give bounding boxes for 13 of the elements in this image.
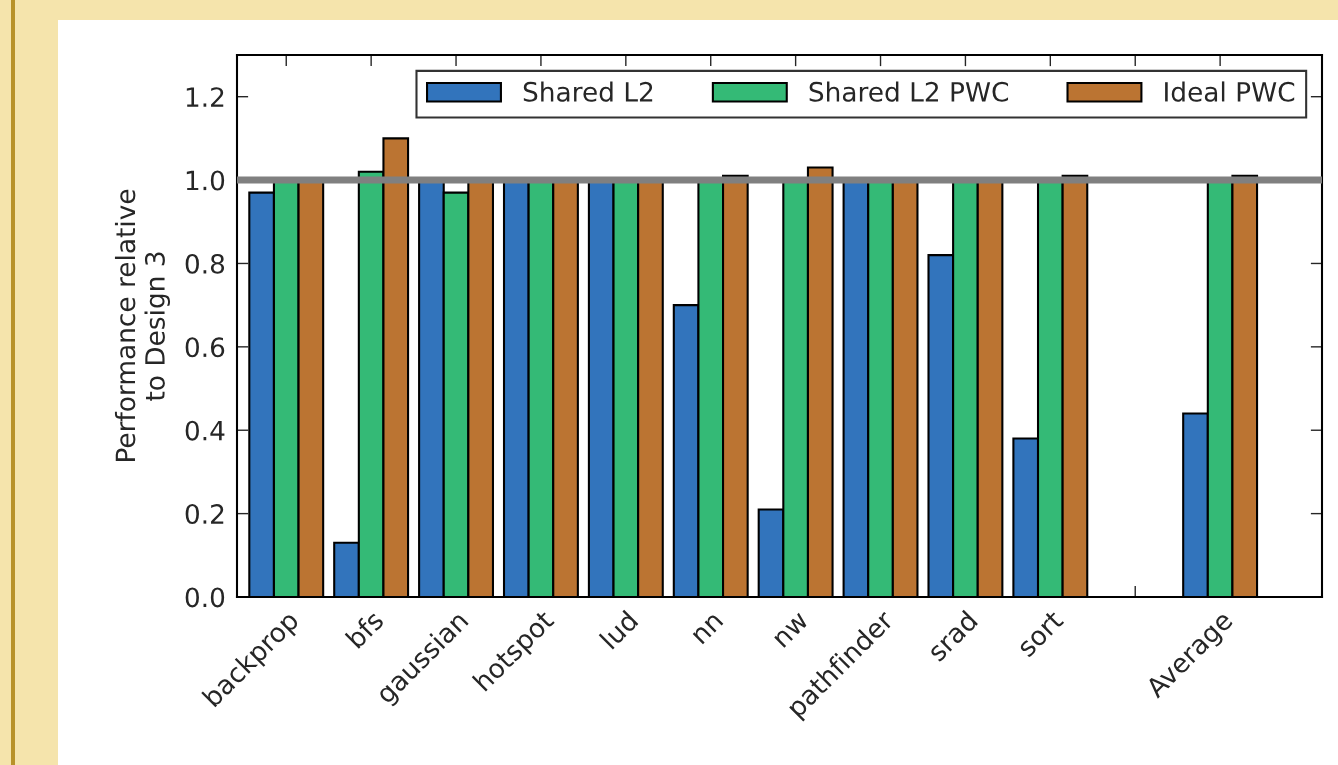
x-tick-label: nn [692,613,724,645]
y-tick-label: 0.8 [185,253,225,274]
y-tick-label: 0.2 [185,504,224,525]
y-axis-title: Performance relative to Design 3 [114,189,171,461]
y-tick-label: 0.6 [185,337,225,358]
legend-label: Shared L2 [523,81,653,102]
legend-label: Shared L2 PWC [809,81,1009,102]
y-tick-label: 1.2 [186,87,224,107]
y-tick-label: 0.4 [185,420,225,441]
legend-label: Ideal PWC [1165,81,1295,102]
y-tick-label: 1.0 [186,170,225,191]
x-tick-label: lud [598,609,639,650]
y-tick-label: 0.0 [185,587,225,608]
